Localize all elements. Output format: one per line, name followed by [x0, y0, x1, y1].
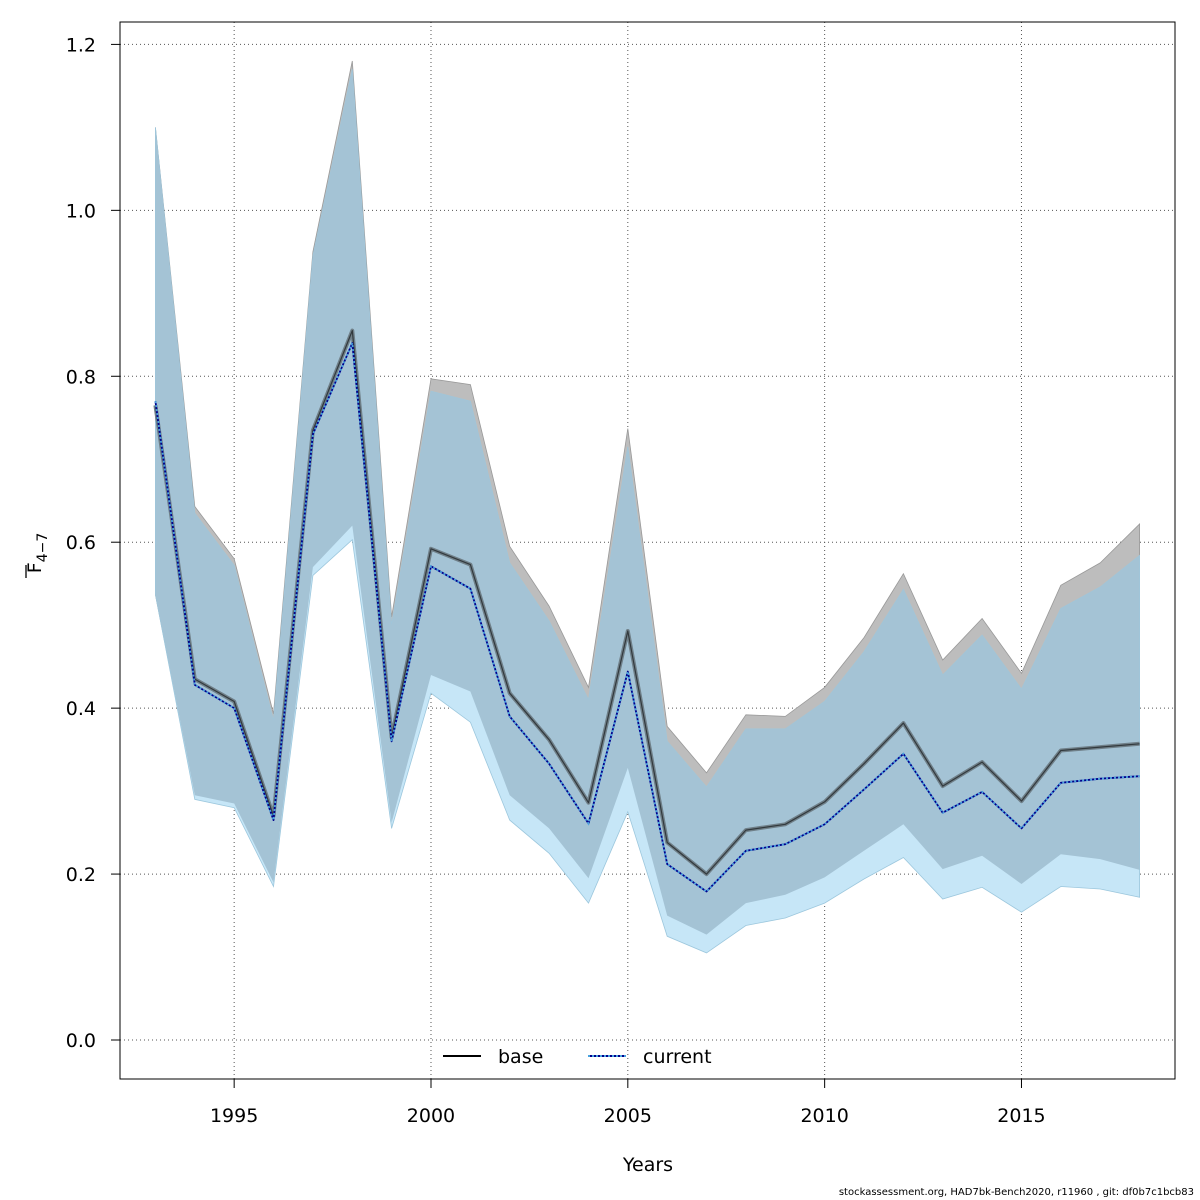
- x-axis: 1995 2000 2005 2010 2015: [210, 1079, 1046, 1127]
- y-axis-title-sub: 4−7: [35, 533, 51, 563]
- y-tick-label: 0.8: [66, 366, 96, 388]
- y-axis: 0.0 0.2 0.4 0.6 0.8 1.0 1.2: [66, 34, 120, 1052]
- y-axis-title-main: F: [24, 562, 46, 573]
- x-tick-label: 2015: [997, 1105, 1045, 1127]
- y-tick-label: 0.6: [66, 532, 96, 554]
- y-tick-label: 1.2: [66, 34, 96, 56]
- x-axis-title: Years: [622, 1154, 673, 1176]
- y-tick-label: 0.0: [66, 1030, 96, 1052]
- footer-credit: stockassessment.org, HAD7bk-Bench2020, r…: [838, 1187, 1194, 1198]
- current-line-dots: [154, 339, 1140, 893]
- legend-current-label: current: [643, 1046, 712, 1068]
- x-tick-label: 2010: [800, 1105, 848, 1127]
- x-tick-label: 2000: [407, 1105, 455, 1127]
- legend: base current: [443, 1046, 712, 1068]
- grid-lines: [120, 22, 1175, 1079]
- y-axis-title: F4−7: [24, 533, 51, 578]
- svg-text:F4−7: F4−7: [24, 533, 51, 573]
- series-lines: [153, 328, 1140, 893]
- y-tick-label: 0.2: [66, 864, 96, 886]
- plot-frame: [119, 21, 1176, 1080]
- y-tick-label: 1.0: [66, 200, 96, 222]
- y-tick-label: 0.4: [66, 698, 96, 720]
- confidence-bands: [154, 60, 1140, 954]
- base-line: [154, 330, 1140, 875]
- x-tick-label: 1995: [210, 1105, 258, 1127]
- overlap-confidence-band: [155, 69, 1140, 935]
- legend-base-label: base: [498, 1046, 543, 1068]
- x-tick-label: 2005: [604, 1105, 652, 1127]
